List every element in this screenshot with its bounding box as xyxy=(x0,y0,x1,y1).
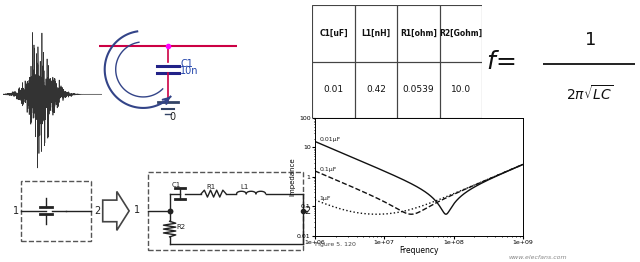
Bar xyxy=(397,62,440,118)
Bar xyxy=(148,172,303,250)
Text: $f\!=\!$: $f\!=\!$ xyxy=(486,50,516,74)
Text: www.elecfans.com: www.elecfans.com xyxy=(508,255,567,260)
X-axis label: Frequency: Frequency xyxy=(399,246,438,255)
Text: L1[nH]: L1[nH] xyxy=(362,29,390,38)
Y-axis label: Impedance: Impedance xyxy=(290,157,296,196)
Text: L1: L1 xyxy=(240,184,248,190)
Text: 2: 2 xyxy=(304,205,310,216)
Text: 0.1μF: 0.1μF xyxy=(319,167,337,172)
Bar xyxy=(355,5,397,62)
Text: Figure 5. 120: Figure 5. 120 xyxy=(315,242,356,247)
Text: C1[uF]: C1[uF] xyxy=(319,29,348,38)
Text: R2[Gohm]: R2[Gohm] xyxy=(439,29,483,38)
Text: C1: C1 xyxy=(172,182,180,188)
Bar xyxy=(440,62,482,118)
Bar xyxy=(397,5,440,62)
Text: 0: 0 xyxy=(170,112,175,122)
Bar xyxy=(22,181,91,241)
Text: R1: R1 xyxy=(207,184,216,190)
Text: R1[ohm]: R1[ohm] xyxy=(400,29,436,38)
Text: 0.42: 0.42 xyxy=(366,85,386,94)
Text: 0.01μF: 0.01μF xyxy=(319,137,340,142)
Text: $2\pi\sqrt{LC}$: $2\pi\sqrt{LC}$ xyxy=(566,84,614,103)
Text: 1μF: 1μF xyxy=(319,195,331,200)
FancyArrow shape xyxy=(102,192,129,230)
Text: R2: R2 xyxy=(177,224,186,230)
Text: 1: 1 xyxy=(134,205,141,215)
Text: $1$: $1$ xyxy=(584,31,596,50)
Text: 0.0539: 0.0539 xyxy=(403,85,434,94)
Bar xyxy=(355,62,397,118)
Bar xyxy=(440,5,482,62)
Text: 10.0: 10.0 xyxy=(451,85,471,94)
Bar xyxy=(312,5,355,62)
Text: 0.01: 0.01 xyxy=(323,85,344,94)
Text: 2: 2 xyxy=(94,205,100,216)
Bar xyxy=(312,62,355,118)
Text: 1: 1 xyxy=(13,205,19,216)
Text: 10n: 10n xyxy=(180,66,199,76)
Text: C1: C1 xyxy=(180,59,193,69)
